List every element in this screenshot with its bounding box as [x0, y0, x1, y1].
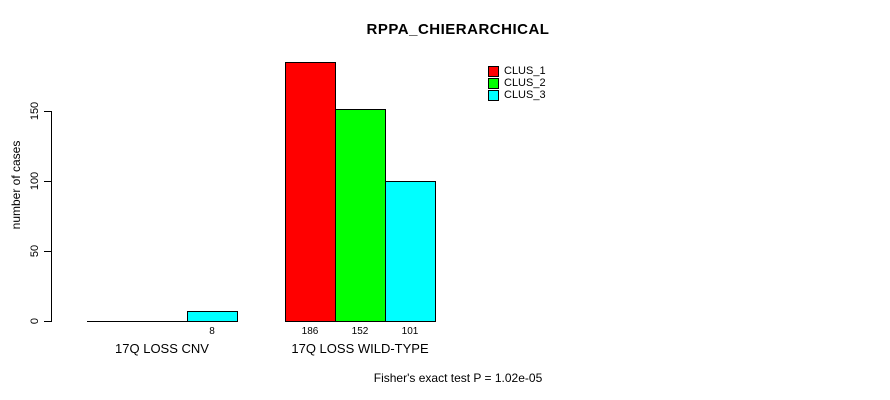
footnote-text: Fisher's exact test P = 1.02e-05: [373, 371, 543, 385]
legend-item-clus_3: CLUS_3: [488, 89, 546, 101]
category-label-2: 17Q LOSS WILD-TYPE: [291, 341, 429, 356]
bar-value-label: 186: [301, 326, 319, 337]
y-tick-label: 100: [29, 171, 41, 191]
legend-swatch-icon: [488, 65, 499, 77]
bar-value-label: 152: [351, 326, 369, 337]
group-baseline: [87, 321, 237, 322]
bar-value-label: 8: [209, 326, 215, 337]
bar-value-label: 101: [401, 326, 419, 337]
bar-clus_1-2: [285, 62, 336, 322]
bar-clus_2-2: [335, 109, 386, 322]
legend-item-clus_2: CLUS_2: [488, 77, 546, 89]
y-axis-label: number of cases: [9, 140, 23, 230]
y-tick-mark: [44, 181, 51, 182]
legend-label: CLUS_3: [504, 89, 546, 101]
legend-label: CLUS_1: [504, 65, 546, 77]
legend-swatch-icon: [488, 77, 499, 89]
category-label-1: 17Q LOSS CNV: [115, 341, 209, 356]
y-tick-mark: [44, 251, 51, 252]
y-tick-mark: [44, 321, 51, 322]
y-tick-mark: [44, 111, 51, 112]
y-tick-label: 150: [29, 101, 41, 121]
y-tick-label: 50: [29, 244, 41, 258]
bar-clus_3-1: [187, 311, 238, 322]
legend-swatch-icon: [488, 89, 499, 101]
legend: CLUS_1 CLUS_2 CLUS_3: [488, 65, 546, 101]
legend-item-clus_1: CLUS_1: [488, 65, 546, 77]
chart-title: RPPA_CHIERARCHICAL: [366, 21, 550, 38]
legend-label: CLUS_2: [504, 77, 546, 89]
y-axis-line: [51, 111, 52, 322]
bar-clus_3-2: [385, 181, 436, 322]
y-tick-label: 0: [29, 317, 41, 325]
